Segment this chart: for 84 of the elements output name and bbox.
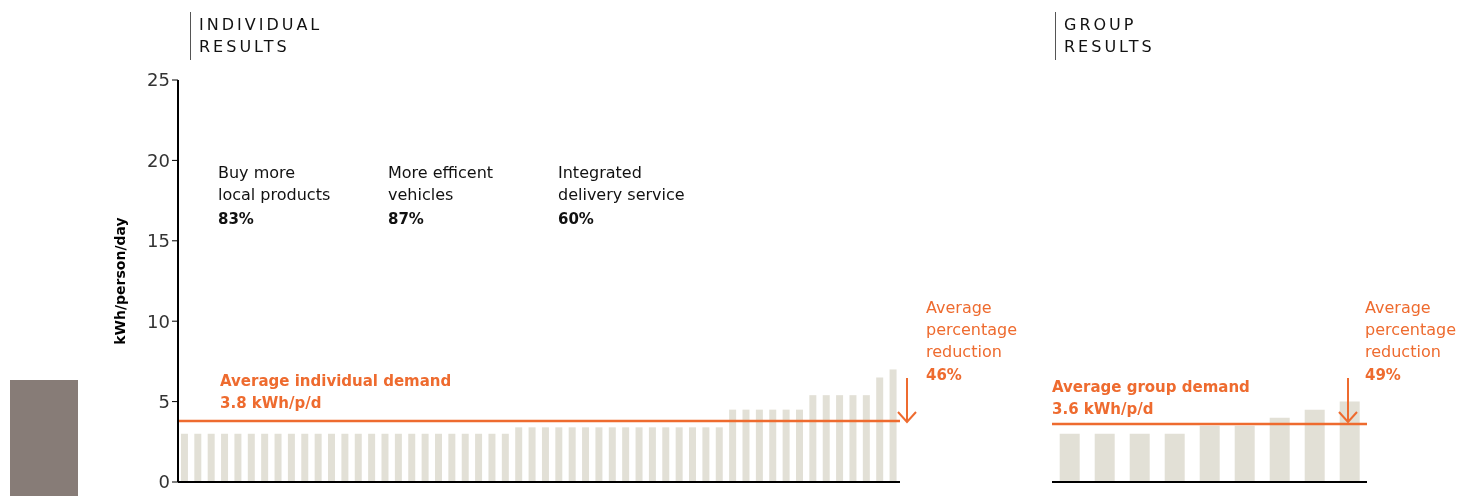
bar: [782, 409, 790, 482]
bar: [849, 395, 857, 482]
bar: [1094, 433, 1115, 482]
bar: [1059, 433, 1080, 482]
bar: [448, 433, 456, 482]
bar: [354, 433, 362, 482]
bar: [341, 433, 349, 482]
annotation: 87%: [388, 209, 424, 230]
bar: [876, 377, 884, 482]
bar: [795, 409, 803, 482]
bar: [662, 427, 670, 482]
y-axis-title: kWh/person/day: [111, 217, 128, 345]
bar: [729, 409, 737, 482]
bar: [889, 369, 897, 482]
bar: [689, 427, 697, 482]
y-tick-label: 20: [147, 149, 170, 171]
bar: [568, 427, 576, 482]
bar: [595, 427, 603, 482]
bar: [755, 409, 763, 482]
bar: [608, 427, 616, 482]
bar: [475, 433, 483, 482]
bar: [421, 433, 429, 482]
bar: [822, 395, 830, 482]
bar: [1304, 409, 1325, 482]
bar: [1129, 433, 1150, 482]
bar: [180, 433, 188, 482]
y-tick-label: 15: [147, 230, 170, 252]
bar: [461, 433, 469, 482]
bar: [221, 433, 229, 482]
annotation: Buy more local products: [218, 162, 331, 206]
bar: [1339, 401, 1360, 482]
bar: [515, 427, 523, 482]
bar: [1269, 417, 1290, 482]
text: 46%: [926, 365, 962, 386]
bar: [434, 433, 442, 482]
bar: [1234, 425, 1255, 482]
bar: [381, 433, 389, 482]
y-tick-label: 25: [147, 69, 170, 91]
chart-title: GROUP RESULTS: [1064, 14, 1156, 58]
annotation: 49%: [1365, 365, 1401, 386]
bar: [368, 433, 376, 482]
y-tick-label: 5: [158, 390, 170, 412]
bar: [622, 427, 630, 482]
bar: [528, 427, 536, 482]
bar: [194, 433, 202, 482]
y-tick-label: 10: [147, 310, 170, 332]
bar: [1199, 425, 1220, 482]
annotation: More efficent vehicles: [388, 162, 494, 206]
bar: [274, 433, 282, 482]
bar: [488, 433, 496, 482]
bar: [287, 433, 295, 482]
bar: [261, 433, 269, 482]
bar: [635, 427, 643, 482]
bar: [555, 427, 563, 482]
bar: [809, 395, 817, 482]
bar: [541, 427, 549, 482]
bar: [742, 409, 750, 482]
bar: [1164, 433, 1185, 482]
chart-title: INDIVIDUAL RESULTS: [199, 14, 324, 58]
bar: [314, 433, 322, 482]
bar: [247, 433, 255, 482]
text: Average percentage reduction: [926, 297, 1018, 363]
annotation: 60%: [558, 209, 594, 230]
bar: [394, 433, 402, 482]
bar: [836, 395, 844, 482]
annotation: Integrated delivery service: [558, 162, 685, 206]
bar: [328, 433, 336, 482]
bar: [582, 427, 590, 482]
bar: [862, 395, 870, 482]
bar: [501, 433, 509, 482]
bar: [648, 427, 656, 482]
y-tick-label: 0: [158, 471, 170, 493]
bar: [408, 433, 416, 482]
bar: [769, 409, 777, 482]
bar: [207, 433, 215, 482]
bar: [715, 427, 723, 482]
annotation: Average percentage reduction: [1365, 297, 1457, 363]
bar: [702, 427, 710, 482]
ref-line-label: Average group demand 3.6 kWh/p/d: [1052, 377, 1250, 420]
bar: [675, 427, 683, 482]
bar: [234, 433, 242, 482]
ref-line-label: Average individual demand 3.8 kWh/p/d: [220, 371, 452, 414]
bar: [301, 433, 309, 482]
annotation: 83%: [218, 209, 254, 230]
